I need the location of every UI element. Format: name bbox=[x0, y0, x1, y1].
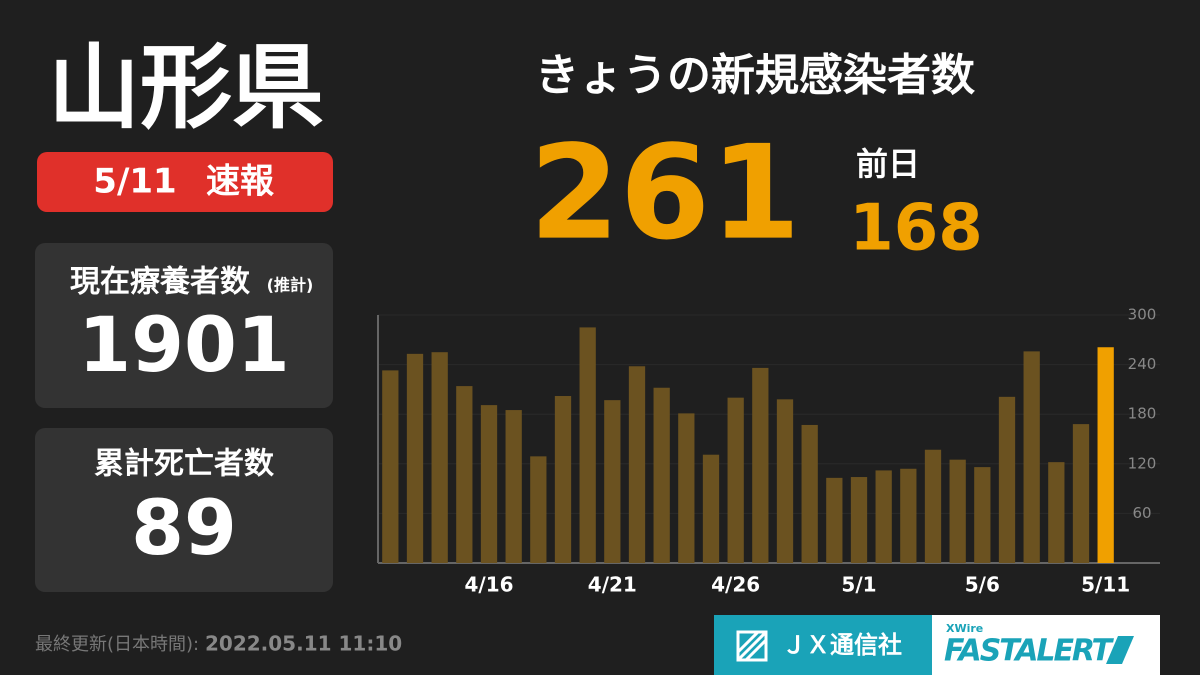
bar bbox=[505, 410, 522, 563]
bar bbox=[702, 454, 720, 563]
bar bbox=[1023, 351, 1040, 563]
badge bbox=[37, 152, 333, 212]
brand2-logo bbox=[1106, 636, 1134, 664]
bar-chart: 60 120 180 240 300 4/16 4/21 4/26 5/1 5/6 5/11 bbox=[377, 306, 1160, 597]
bar bbox=[604, 400, 621, 563]
bar bbox=[1097, 347, 1114, 563]
stat-note: (推計) bbox=[267, 276, 314, 295]
stat-box bbox=[35, 243, 333, 408]
bar bbox=[579, 327, 596, 563]
stat-value: 1901 bbox=[78, 300, 290, 389]
bar bbox=[1048, 462, 1065, 563]
date: 5/11 bbox=[93, 162, 176, 202]
bar bbox=[554, 396, 572, 563]
x-tick-label: 5/1 bbox=[841, 573, 876, 597]
bar bbox=[406, 353, 424, 563]
today-value: 261 bbox=[529, 117, 800, 269]
brand-logo bbox=[736, 630, 768, 662]
x-tick-label: 4/21 bbox=[588, 573, 637, 597]
prefecture: 山形県 bbox=[48, 34, 324, 141]
stat-label: 累計死亡者数 bbox=[94, 447, 275, 482]
stat-box bbox=[35, 428, 333, 592]
updated-label: 最終更新(日本時間): bbox=[35, 634, 199, 655]
bar bbox=[924, 449, 942, 563]
brand2-small: XWire bbox=[946, 622, 983, 635]
previous-value: 168 bbox=[849, 192, 983, 266]
brand-box bbox=[714, 615, 932, 675]
bar bbox=[480, 405, 498, 563]
bar bbox=[530, 456, 547, 563]
x-tick-label: 4/16 bbox=[464, 573, 513, 597]
bar bbox=[431, 352, 448, 563]
bar bbox=[998, 396, 1016, 563]
x-tick-label: 4/26 bbox=[711, 573, 760, 597]
x-tick-label: 5/6 bbox=[965, 573, 1000, 597]
brand: ＪＸ通信社 bbox=[782, 631, 902, 659]
bar bbox=[752, 367, 769, 563]
bar bbox=[653, 387, 670, 563]
today-label: きょうの新規感染者数 bbox=[535, 50, 975, 101]
bar bbox=[727, 397, 744, 563]
bar bbox=[850, 477, 868, 563]
bar bbox=[628, 366, 646, 563]
previous-label: 前日 bbox=[856, 145, 920, 183]
stat-label: 現在療養者数 bbox=[70, 265, 251, 300]
y-tick-label: 60 bbox=[1132, 504, 1151, 522]
bar bbox=[974, 467, 991, 563]
bar bbox=[776, 399, 794, 563]
y-tick-label: 120 bbox=[1128, 454, 1157, 472]
bar bbox=[1072, 424, 1090, 563]
badge-text: 速報 bbox=[206, 162, 274, 202]
x-tick-label: 5/11 bbox=[1081, 573, 1130, 597]
bar bbox=[678, 413, 695, 563]
bar bbox=[826, 477, 843, 563]
bar bbox=[801, 424, 818, 563]
y-tick-label: 240 bbox=[1128, 355, 1157, 373]
updated: 2022.05.11 11:10 bbox=[205, 632, 402, 656]
y-tick-label: 300 bbox=[1128, 306, 1157, 324]
bar bbox=[875, 470, 892, 563]
bar bbox=[382, 370, 399, 563]
bar bbox=[949, 459, 966, 563]
bar bbox=[456, 386, 473, 563]
brand2: FASTALERT bbox=[944, 634, 1115, 669]
bar bbox=[900, 468, 917, 563]
y-tick-label: 180 bbox=[1128, 405, 1157, 423]
stat-value: 89 bbox=[131, 483, 237, 572]
